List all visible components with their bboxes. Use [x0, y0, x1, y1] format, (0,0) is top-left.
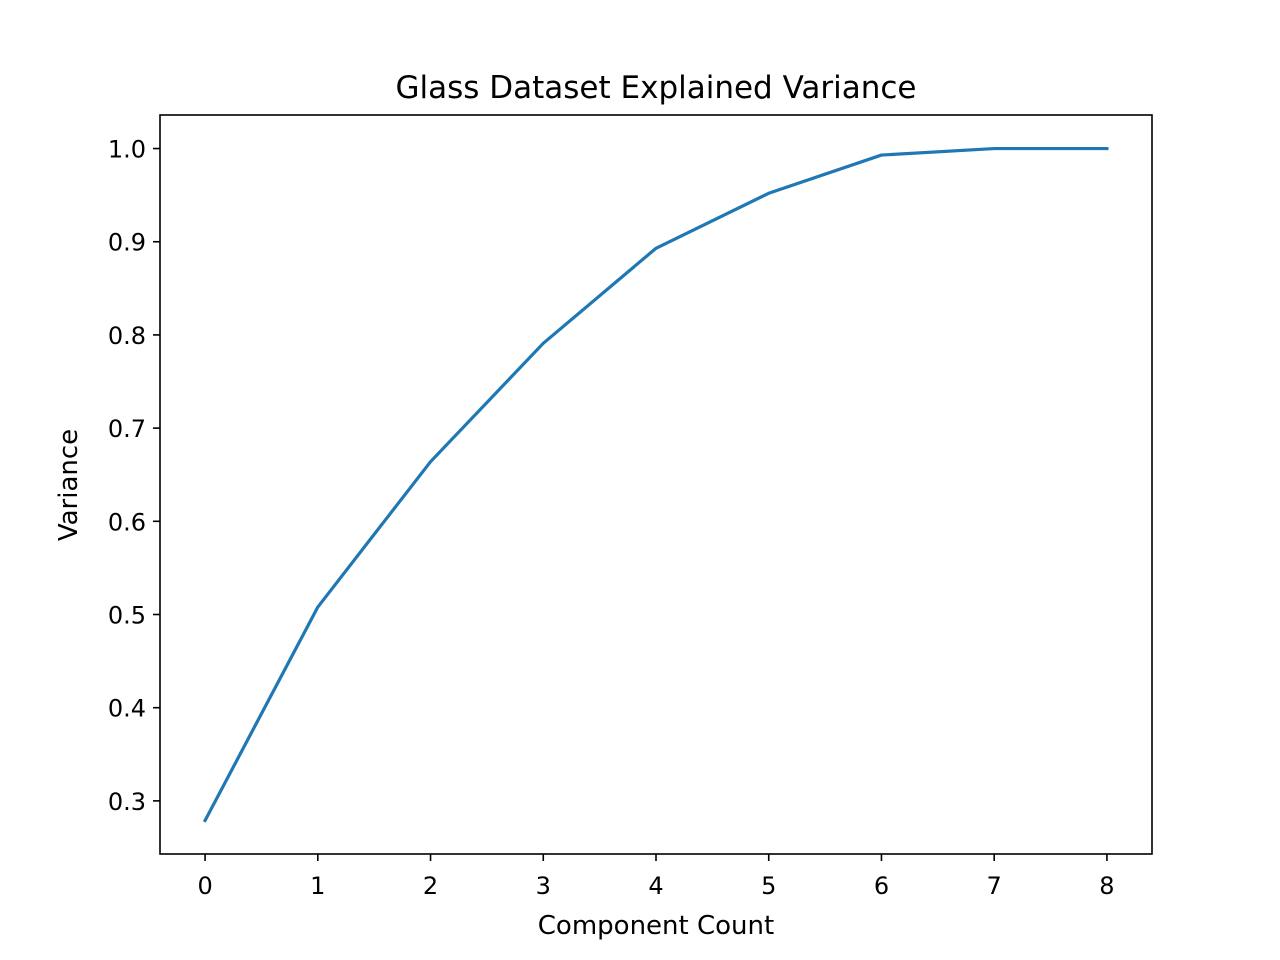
- series-layer: [202, 146, 1109, 823]
- y-axis-label: Variance: [54, 429, 84, 541]
- y-tick-label: 0.5: [108, 602, 146, 630]
- y-tick-label: 0.9: [108, 229, 146, 257]
- y-axis: 0.3 0.4 0.5 0.6 0.7 0.8 0.9 1.0: [108, 136, 160, 816]
- x-tick-label: 4: [648, 872, 663, 900]
- x-tick-label: 5: [761, 872, 776, 900]
- x-tick-label: 8: [1099, 872, 1114, 900]
- y-tick-label: 0.6: [108, 508, 146, 536]
- chart-title: Glass Dataset Explained Variance: [395, 70, 916, 106]
- series-line: [202, 146, 1109, 823]
- x-tick-label: 3: [536, 872, 551, 900]
- y-tick-label: 1.0: [108, 136, 146, 164]
- x-tick-label: 1: [310, 872, 325, 900]
- y-tick-label: 0.7: [108, 415, 146, 443]
- y-tick-label: 0.8: [108, 322, 146, 350]
- x-tick-label: 6: [874, 872, 889, 900]
- x-tick-label: 0: [197, 872, 212, 900]
- x-axis-label: Component Count: [538, 911, 774, 941]
- y-tick-label: 0.4: [108, 695, 146, 723]
- x-tick-label: 2: [423, 872, 438, 900]
- x-axis: 0 1 2 3 4 5 6 7 8: [197, 854, 1115, 900]
- x-tick-label: 7: [987, 872, 1002, 900]
- y-tick-label: 0.3: [108, 788, 146, 816]
